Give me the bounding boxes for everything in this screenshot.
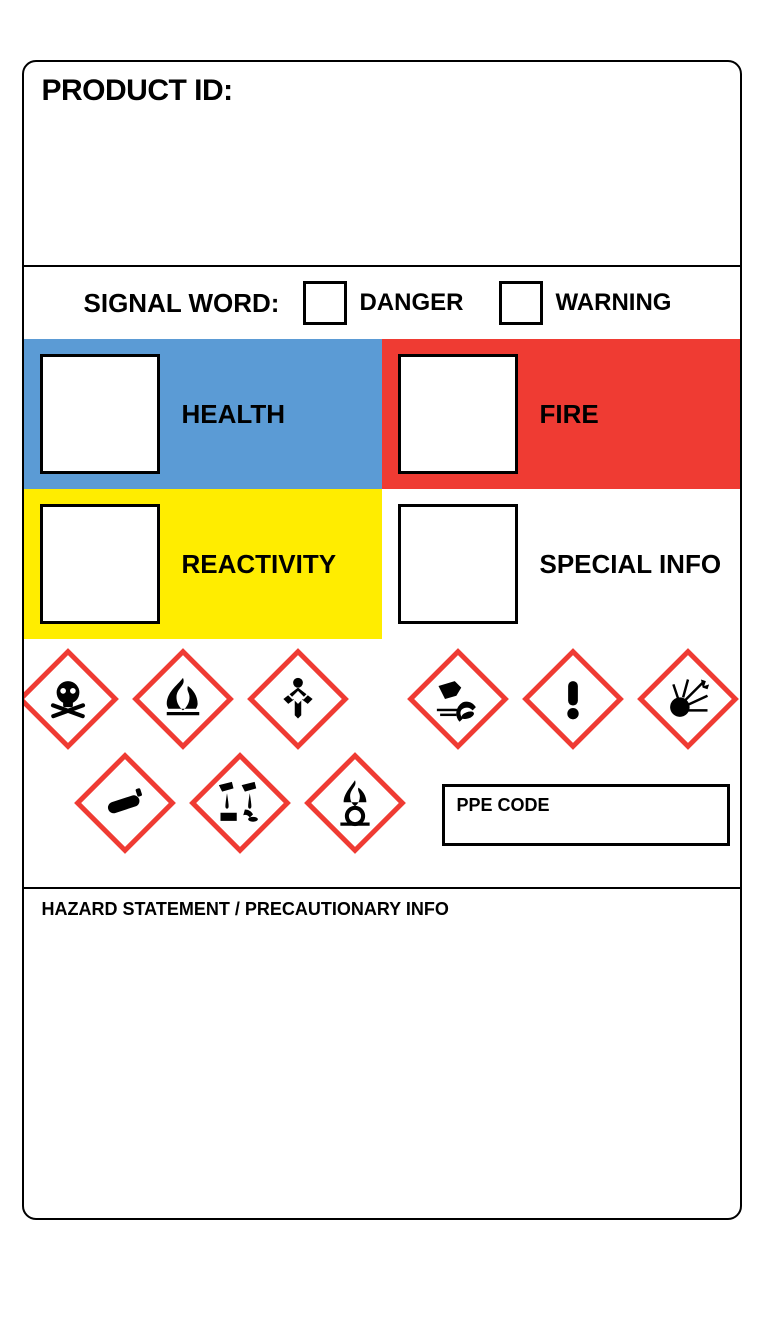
hazard-statement-label: HAZARD STATEMENT / PRECAUTIONARY INFO: [42, 899, 722, 920]
ppe-code-box[interactable]: PPE CODE: [442, 784, 730, 846]
signal-word-row: SIGNAL WORD: DANGER WARNING: [24, 267, 740, 339]
hmis-health-value-box[interactable]: [40, 354, 160, 474]
gas-cylinder-pictogram: [74, 752, 176, 854]
danger-checkbox[interactable]: [303, 281, 347, 325]
exploding-bomb-pictogram: [637, 648, 739, 750]
hmis-reactivity-label: REACTIVITY: [182, 549, 337, 580]
hmis-fire-cell: FIRE: [382, 339, 740, 489]
skull-crossbones-pictogram: [22, 648, 119, 750]
hmis-fire-value-box[interactable]: [398, 354, 518, 474]
hazard-statement-section: HAZARD STATEMENT / PRECAUTIONARY INFO: [24, 889, 740, 1218]
product-id-section: PRODUCT ID:: [24, 62, 740, 267]
health-hazard-pictogram: [247, 648, 349, 750]
flame-pictogram: [132, 648, 234, 750]
product-id-label: PRODUCT ID:: [42, 74, 722, 108]
warning-option-label: WARNING: [555, 289, 671, 317]
warning-checkbox[interactable]: [499, 281, 543, 325]
signal-word-label: SIGNAL WORD:: [84, 288, 280, 319]
exclamation-pictogram: [522, 648, 624, 750]
hmis-special-value-box[interactable]: [398, 504, 518, 624]
ppe-code-label: PPE CODE: [457, 795, 550, 815]
danger-option-label: DANGER: [359, 289, 463, 317]
flame-over-circle-pictogram: [304, 752, 406, 854]
hmis-reactivity-cell: REACTIVITY: [24, 489, 382, 639]
hmis-fire-label: FIRE: [540, 399, 599, 430]
hmis-health-cell: HEALTH: [24, 339, 382, 489]
corrosion-pictogram: [189, 752, 291, 854]
hmis-grid: HEALTH FIRE REACTIVITY SPECIAL INFO: [24, 339, 740, 639]
hmis-health-label: HEALTH: [182, 399, 286, 430]
ghs-label-card: PRODUCT ID: SIGNAL WORD: DANGER WARNING …: [22, 60, 742, 1220]
pictogram-section: PPE CODE: [24, 639, 740, 889]
hmis-special-cell: SPECIAL INFO: [382, 489, 740, 639]
environment-pictogram: [407, 648, 509, 750]
hmis-reactivity-value-box[interactable]: [40, 504, 160, 624]
hmis-special-label: SPECIAL INFO: [540, 549, 722, 580]
